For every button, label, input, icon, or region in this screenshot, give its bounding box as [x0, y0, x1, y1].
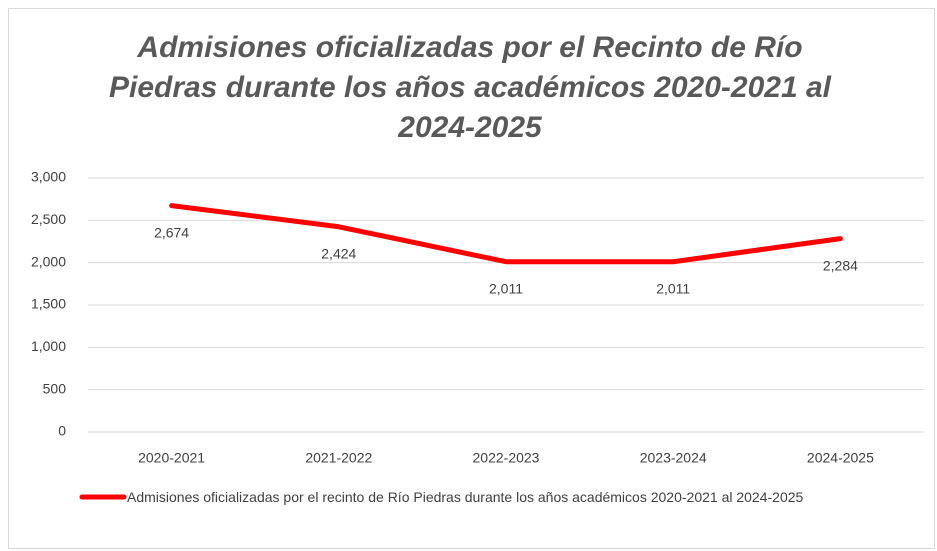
x-tick-label: 2024-2025 — [807, 450, 874, 466]
data-label: 2,011 — [656, 280, 690, 296]
chart-frame — [8, 8, 935, 549]
chart-title: Admisiones oficializadas por el Recinto … — [108, 31, 832, 144]
legend-label: Admisiones oficializadas por el recinto … — [127, 489, 804, 505]
y-tick-label: 2,000 — [31, 253, 66, 269]
data-label: 2,284 — [823, 257, 858, 273]
data-line — [169, 203, 843, 265]
x-tick-label: 2021-2022 — [305, 450, 372, 466]
y-tick-label: 1,000 — [31, 338, 66, 354]
data-label: 2,674 — [154, 224, 189, 240]
y-tick-label: 0 — [58, 423, 66, 439]
data-label: 2,011 — [489, 280, 523, 296]
x-tick-label: 2022-2023 — [473, 450, 540, 466]
y-tick-label: 500 — [43, 380, 67, 396]
x-tick-label: 2020-2021 — [138, 450, 205, 466]
y-tick-label: 3,000 — [31, 169, 66, 185]
x-tick-label: 2023-2024 — [640, 450, 707, 466]
y-tick-label: 1,500 — [31, 296, 66, 312]
y-tick-label: 2,500 — [31, 211, 66, 227]
data-label: 2,424 — [321, 245, 356, 261]
